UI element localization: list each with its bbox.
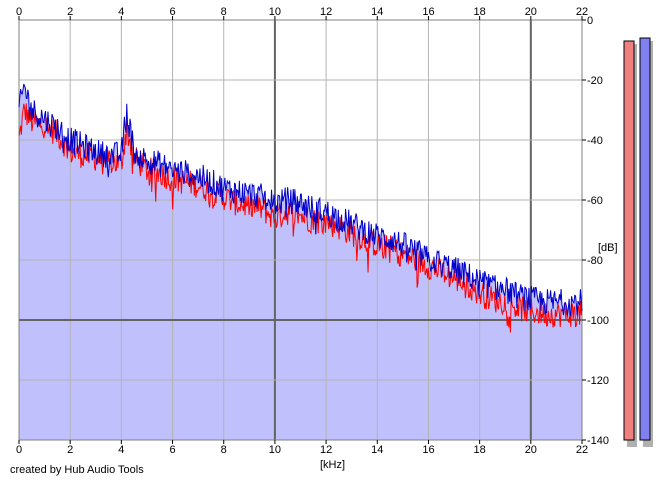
series-line-red — [18, 103, 583, 333]
x-tick-label-top: 10 — [269, 6, 281, 18]
plot-series — [18, 83, 583, 333]
y-axis-ticks: 0 -20 -40 -60 -80 -100 -120 -140 — [582, 15, 609, 447]
footer-credit: created by Hub Audio Tools — [10, 464, 144, 476]
x-tick-label-bottom: 8 — [221, 444, 227, 456]
x-tick-label-top: 20 — [525, 6, 537, 18]
x-tick-label-top: 14 — [371, 6, 383, 18]
x-tick-label-bottom: 6 — [169, 444, 175, 456]
plot-frame — [18, 19, 583, 441]
x-tick-label-top: 8 — [221, 6, 227, 18]
x-tick-label-bottom: 4 — [118, 444, 124, 456]
x-tick-label-bottom: 14 — [371, 444, 383, 456]
y-tick-label: -20 — [587, 75, 603, 87]
x-tick-label-bottom: 22 — [576, 444, 588, 456]
y-tick-label: 0 — [587, 15, 593, 27]
x-tick-label-top: 12 — [320, 6, 332, 18]
x-tick-label-top: 16 — [422, 6, 434, 18]
x-tick-label-top: 0 — [16, 6, 22, 18]
x-axis-bottom-ticks: 0 2 4 6 8 10 12 14 16 18 20 22 — [16, 440, 588, 456]
x-tick-label-bottom: 12 — [320, 444, 332, 456]
x-tick-label-bottom: 18 — [474, 444, 486, 456]
y-tick-label: -100 — [587, 315, 609, 327]
level-meter-blue — [639, 37, 651, 441]
series-line-blue — [18, 83, 583, 318]
level-meter-red — [623, 40, 635, 441]
y-tick-label: -40 — [587, 135, 603, 147]
y-axis-label: [dB] — [598, 242, 618, 254]
x-tick-label-bottom: 20 — [525, 444, 537, 456]
plot-grid — [18, 19, 583, 441]
y-tick-label: -120 — [587, 375, 609, 387]
y-tick-label: -60 — [587, 195, 603, 207]
x-tick-label-top: 22 — [576, 6, 588, 18]
y-tick-label: -80 — [587, 255, 603, 267]
y-tick-label: -140 — [587, 435, 609, 447]
x-tick-label-bottom: 0 — [16, 444, 22, 456]
x-axis-top-ticks: 0 2 4 6 8 10 12 14 16 18 20 22 — [16, 6, 588, 20]
x-axis-label: [kHz] — [320, 459, 345, 471]
x-tick-label-top: 18 — [474, 6, 486, 18]
x-tick-label-top: 6 — [169, 6, 175, 18]
level-meters — [623, 37, 653, 447]
x-tick-label-top: 2 — [67, 6, 73, 18]
spectrum-fill-area — [19, 20, 582, 440]
x-tick-label-top: 4 — [118, 6, 124, 18]
x-tick-label-bottom: 2 — [67, 444, 73, 456]
x-tick-label-bottom: 16 — [422, 444, 434, 456]
x-tick-label-bottom: 10 — [269, 444, 281, 456]
